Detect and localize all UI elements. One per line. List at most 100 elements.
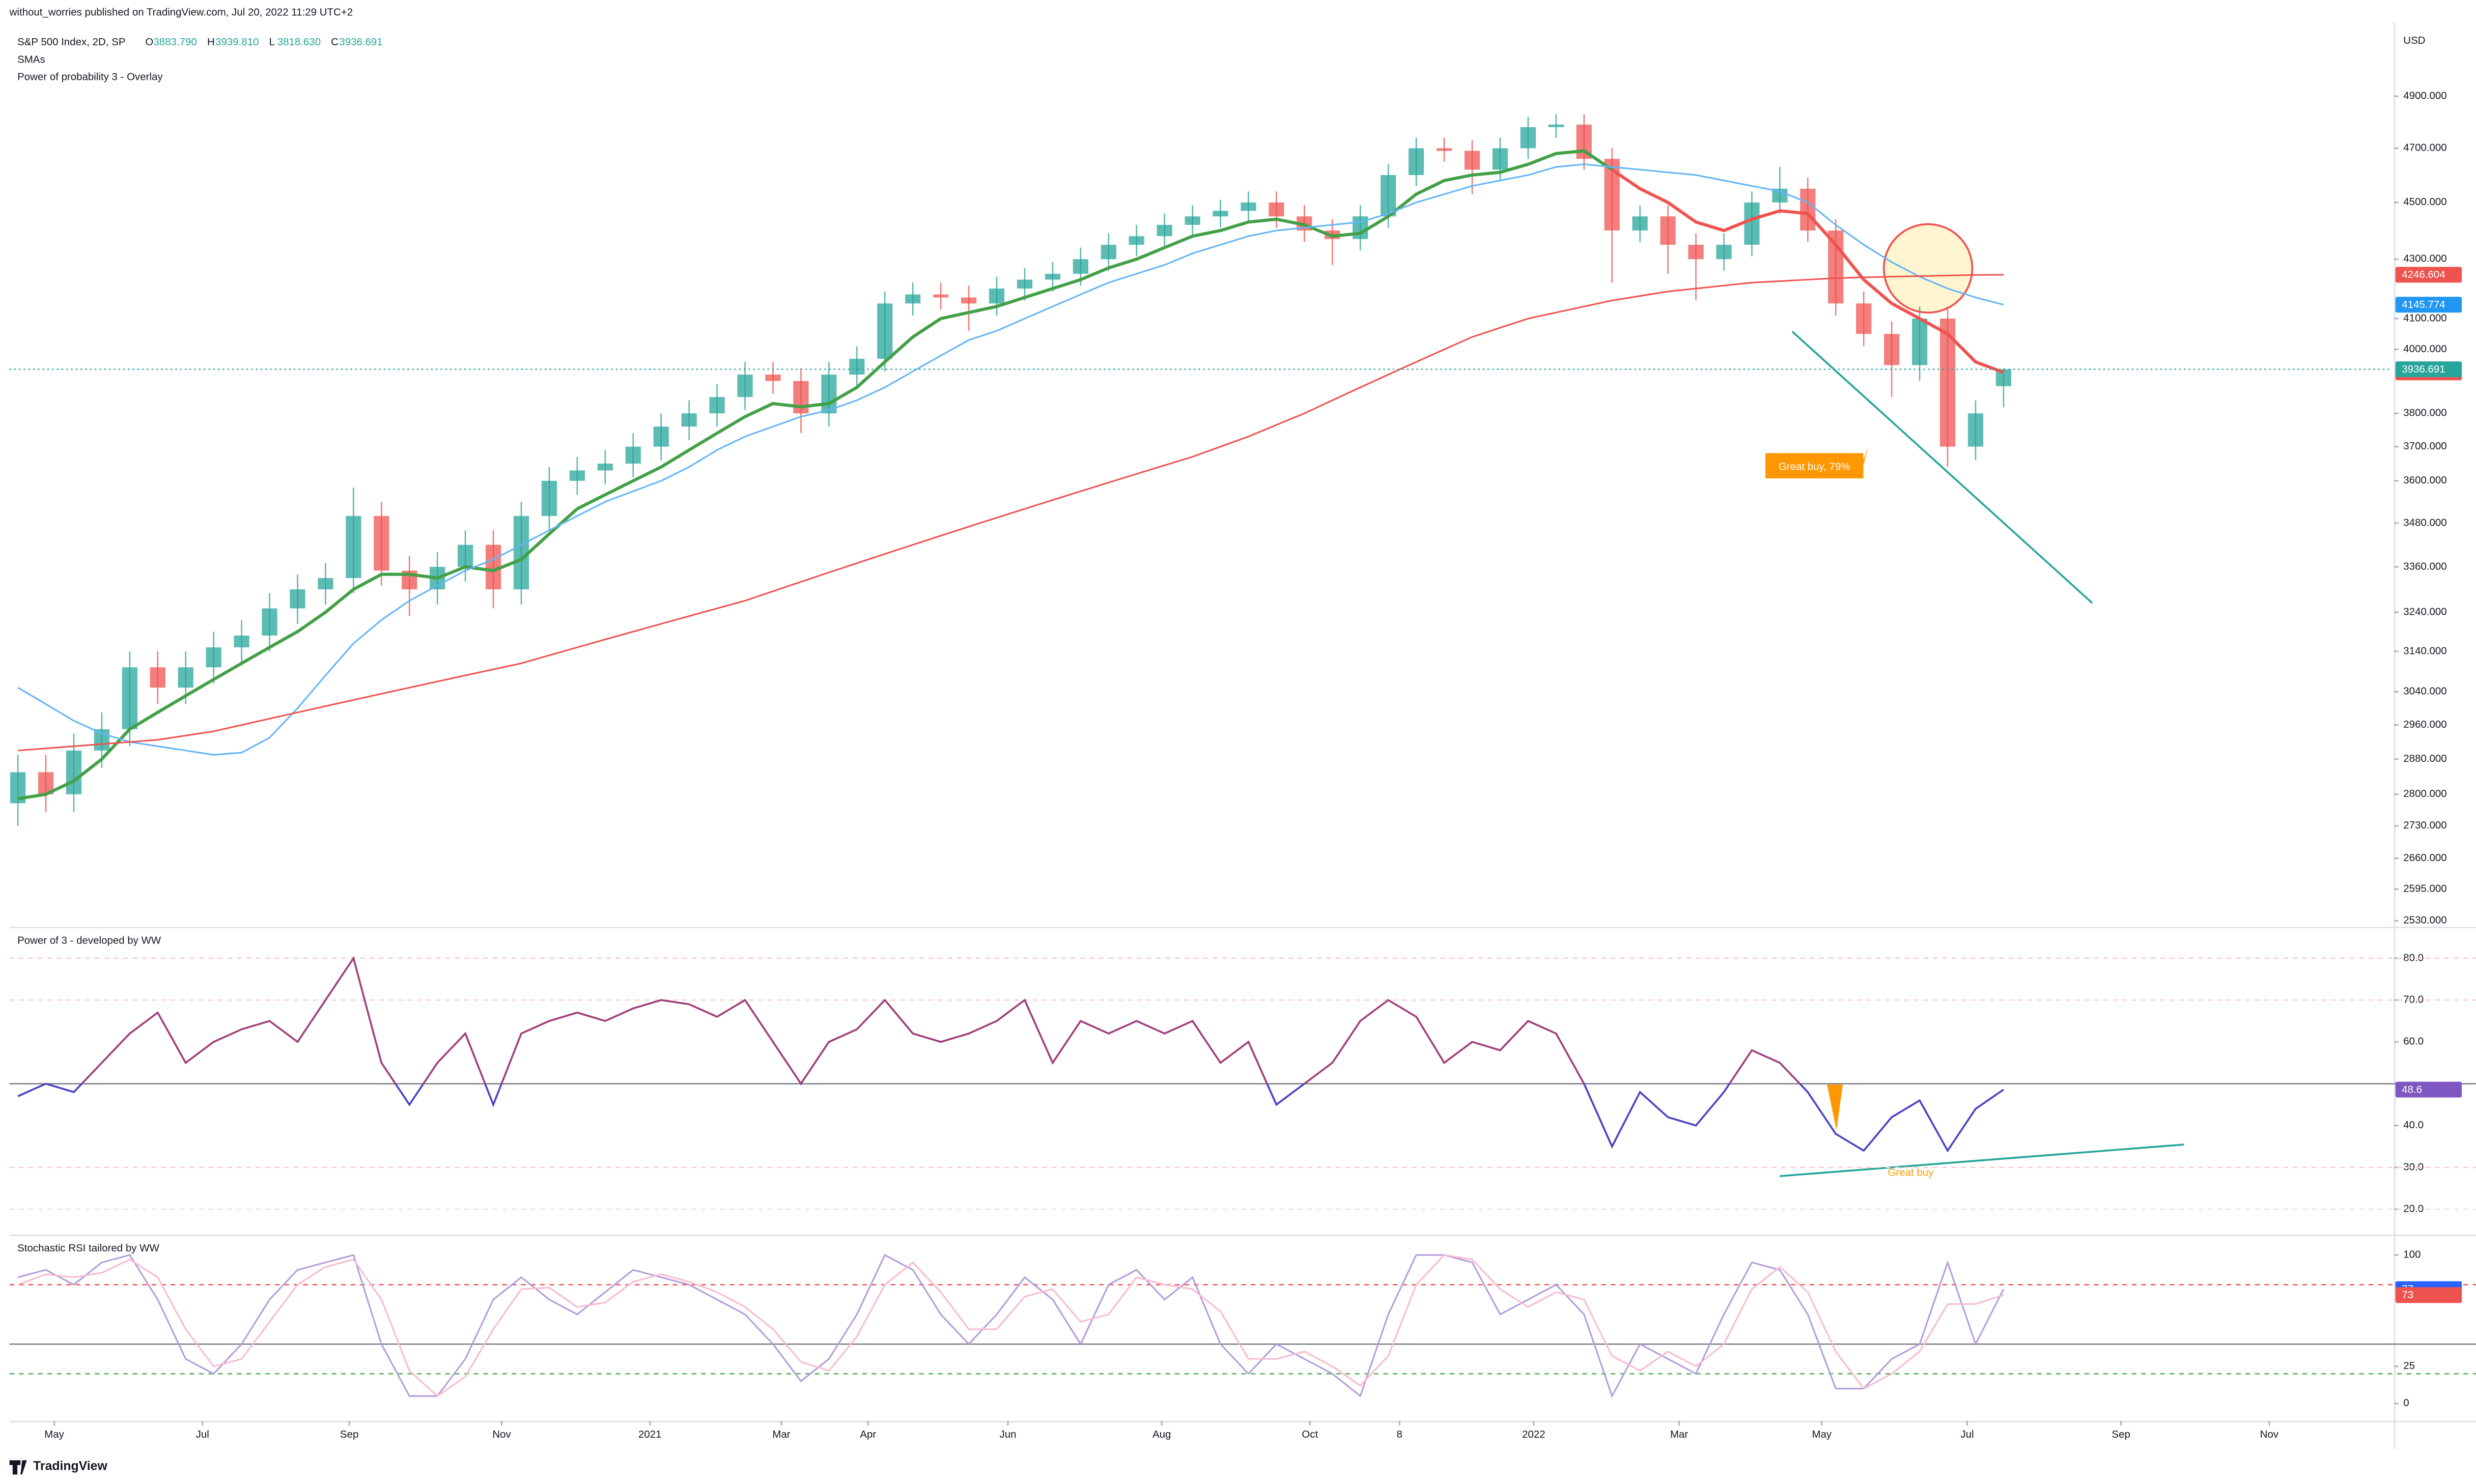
x-tick-label: Sep (340, 1429, 358, 1440)
indicator-line (17, 1083, 2004, 1153)
y-tick-label: 25 (2403, 1360, 2415, 1372)
y-tick-label: 0 (2403, 1397, 2409, 1409)
y-tick-label: 3360.000 (2403, 560, 2446, 572)
candle-body (1073, 259, 1088, 274)
candle-body (374, 516, 389, 571)
moving-average (17, 149, 1613, 801)
y-tick-label: 2960.000 (2403, 719, 2446, 730)
highlight-circle (1882, 223, 1974, 314)
candle-body (877, 303, 893, 359)
candle-body (1241, 202, 1256, 211)
y-tick-label: 40.0 (2403, 1119, 2424, 1131)
y-tick-label: 2880.000 (2403, 753, 2446, 764)
candle-body (1017, 279, 1033, 289)
price-tag (2395, 267, 2462, 283)
price-tag (2395, 1287, 2462, 1303)
footer: TradingView (9, 1459, 107, 1475)
x-tick-label: Nov (492, 1429, 511, 1440)
pane-frames (9, 22, 2476, 1449)
indicator-annotation: Great buy (1888, 1166, 1934, 1178)
candle-body (793, 381, 809, 414)
overlay-name: Power of probability 3 - Overlay (17, 71, 163, 82)
candle-body (1744, 202, 1760, 245)
publisher: without_worries published on TradingView… (9, 6, 353, 18)
y-tick-label: 30.0 (2403, 1161, 2424, 1173)
y-tick-label: 2800.000 (2403, 788, 2446, 800)
y-tick-label: 3040.000 (2403, 686, 2446, 697)
candle-body (1381, 175, 1396, 217)
candle-body (1911, 319, 1928, 365)
candle-body (1492, 148, 1508, 170)
x-tick-label: Apr (860, 1429, 876, 1440)
candle-body (150, 667, 165, 688)
x-tick-label: Jul (1960, 1429, 1974, 1440)
currency: USD (2403, 35, 2425, 46)
indicator-line (17, 1254, 2004, 1397)
y-tick-label: 3140.000 (2403, 645, 2446, 657)
x-tick-label: 2022 (1522, 1429, 1545, 1440)
candle-body (905, 294, 921, 304)
ohlc-key: C (331, 36, 339, 48)
x-tick-label: Sep (2112, 1429, 2130, 1440)
brand: TradingView (33, 1459, 107, 1473)
candle-body (122, 667, 137, 729)
candle-body (234, 635, 249, 648)
candle-body (1660, 216, 1676, 245)
ohlc-value: 3939.810 (215, 36, 259, 48)
candle-body (458, 545, 473, 567)
moving-average (17, 163, 2004, 756)
moving-average (17, 274, 2004, 752)
x-tick-label: Jun (1000, 1429, 1017, 1440)
x-tick-label: 2021 (638, 1429, 662, 1440)
candle-body (1269, 202, 1284, 217)
ohlc-key: H (207, 36, 215, 48)
x-tick-label: Oct (1302, 1429, 1318, 1440)
candle-body (1856, 303, 1872, 334)
ohlc-value: 3818.630 (277, 36, 321, 48)
ohlc-readout: O 3883.790 H 3939.810 L 3818.630 C 3936.691 (145, 36, 382, 48)
candle-body (206, 647, 221, 668)
indicator-line (43, 956, 1802, 1084)
price-tag-label: 4246.604 (2402, 269, 2445, 280)
x-tick-label: Jul (196, 1429, 209, 1440)
candle-body (1409, 148, 1424, 175)
x-tick-label: May (1812, 1429, 1832, 1440)
y-tick-label: 2595.000 (2403, 883, 2446, 895)
candle-body (1436, 148, 1452, 151)
candle-body (94, 729, 110, 751)
y-tick-label: 4000.000 (2403, 343, 2446, 355)
indicator-line (17, 1253, 2005, 1399)
signal-label-box (1765, 446, 1868, 478)
y-tick-label: 2660.000 (2403, 852, 2446, 864)
ohlc-value: 3883.790 (154, 36, 197, 48)
y-tick-label: 80.0 (2403, 952, 2424, 963)
signal-label: Great buy, 79% (1779, 461, 1850, 473)
candle-body (1157, 224, 1172, 237)
candle-body (737, 375, 753, 397)
x-tick-label: Mar (1670, 1429, 1688, 1440)
candle-body (1101, 244, 1116, 260)
y-tick-label: 4100.000 (2403, 312, 2446, 324)
ohlc-value: 3936.691 (339, 36, 382, 48)
price-tag (2395, 1081, 2462, 1098)
candle-body (346, 516, 361, 578)
candle-body (1129, 236, 1144, 245)
drawings: Great buy, 79% Great buy (1765, 223, 2184, 1178)
symbol: S&P 500 Index, 2D, SP (17, 36, 125, 48)
candle-body (849, 358, 865, 375)
candle-body (318, 578, 333, 590)
candle-body (681, 413, 697, 427)
candle-body (961, 297, 977, 304)
candle-body (1185, 216, 1200, 225)
indicator-trend-line (1779, 1144, 2184, 1177)
candle-body (569, 470, 585, 481)
y-tick-label: 3240.000 (2403, 606, 2446, 617)
candle-body (178, 667, 193, 688)
y-tick-label: 3600.000 (2403, 474, 2446, 486)
candle-body (1967, 413, 1984, 447)
x-tick-label: 8 (1396, 1429, 1402, 1440)
pane-title: Stochastic RSI tailored by WW (17, 1242, 159, 1254)
